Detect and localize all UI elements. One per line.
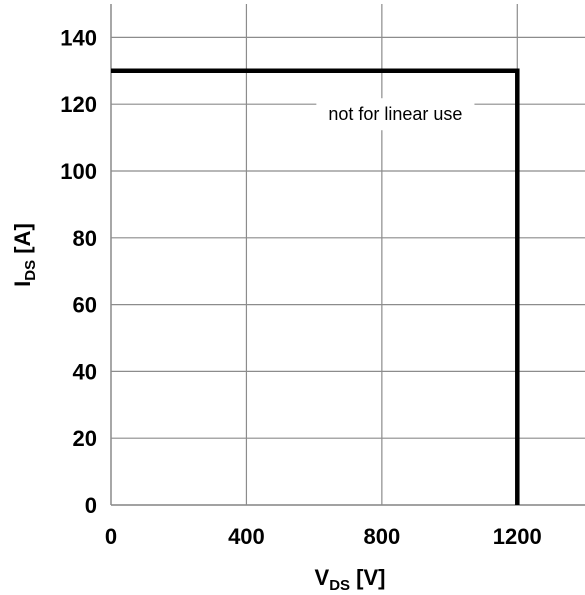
- x-axis-label-unit: [V]: [350, 565, 385, 590]
- y-tick-labels: 0 20 40 60 80 100 120 140: [60, 25, 97, 518]
- x-tick-label-1200: 1200: [493, 524, 542, 549]
- y-tick-label-0: 0: [85, 493, 97, 518]
- annotations: not for linear use: [316, 98, 475, 131]
- x-tick-labels: 0 400 800 1200: [105, 524, 542, 549]
- series-line-0: [111, 68, 520, 505]
- y-axis-label-main: I: [10, 281, 35, 287]
- y-tick-label-120: 120: [60, 92, 97, 117]
- y-axis-label-unit: [A]: [10, 223, 35, 260]
- annotation-background-0: [316, 98, 475, 131]
- x-axis-label: VDS [V]: [315, 565, 386, 594]
- y-tick-label-140: 140: [60, 25, 97, 50]
- y-axis-label: IDS [A]: [10, 223, 39, 287]
- y-tick-label-80: 80: [73, 226, 97, 251]
- x-tick-label-800: 800: [363, 524, 400, 549]
- x-tick-label-0: 0: [105, 524, 117, 549]
- series: [111, 68, 520, 505]
- y-tick-label-40: 40: [73, 359, 97, 384]
- grid: [110, 4, 585, 506]
- y-tick-label-60: 60: [73, 293, 97, 318]
- x-tick-label-400: 400: [228, 524, 265, 549]
- axes: [110, 4, 585, 506]
- y-axis-label-sub: DS: [22, 260, 39, 281]
- x-axis-label-main: V: [315, 565, 330, 590]
- y-tick-label-20: 20: [73, 426, 97, 451]
- x-axis-label-sub: DS: [329, 577, 350, 594]
- annotation-text-0: not for linear use: [328, 104, 462, 124]
- y-tick-label-100: 100: [60, 159, 97, 184]
